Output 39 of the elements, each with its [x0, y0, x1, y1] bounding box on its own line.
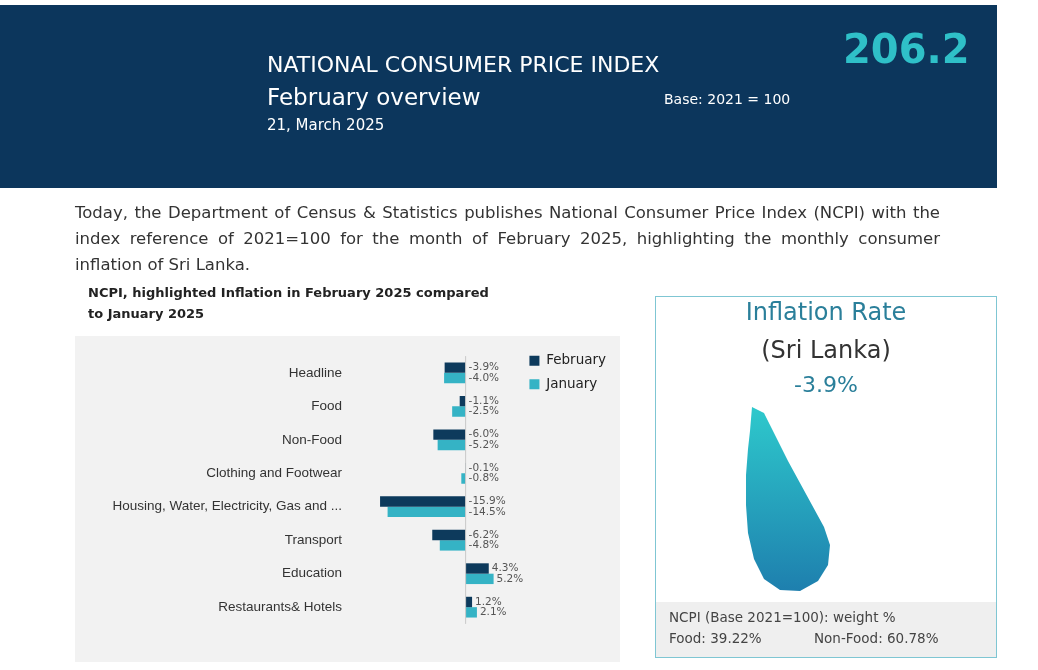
chart-title: NATIONAL CONSUMER PRICE INDEX: [267, 52, 660, 77]
y-tick-label: Restaurants& Hotels: [218, 598, 343, 614]
text: Today, the Department of Census & Statistics publishes National Consumer Price Index (NCPI) with the index reference of 2021=100 for the month of February 2025, highlighting the monthly consumer inflation of Sri Lanka.: [75, 202, 940, 276]
chart-subtitle: February overview: [267, 84, 481, 110]
data-label: -4.8%: [468, 538, 500, 551]
data-label: -1.1%: [468, 393, 500, 406]
text: -3.9%: [793, 372, 859, 397]
data-label: -15.9%: [468, 494, 506, 507]
text: Non-Food: 60.78%: [814, 630, 939, 646]
data-label: -0.8%: [468, 471, 500, 484]
y-tick-label: Housing, Water, Electricity, Gas and ...: [112, 498, 342, 514]
text: NCPI (Base 2021=100): weight %: [669, 609, 896, 625]
text: Inflation Rate: [744, 298, 908, 326]
data-label: -2.5%: [468, 404, 500, 417]
data-label: 4.3%: [491, 561, 519, 574]
y-tick-label: Food: [311, 398, 342, 414]
data-label: -5.2%: [468, 437, 500, 450]
data-label: 5.2%: [496, 571, 524, 584]
data-label: 2.1%: [479, 605, 507, 618]
y-tick-label: Non-Food: [281, 431, 342, 447]
text: Base: 2021 = 100: [664, 91, 791, 107]
legend-label: February: [546, 351, 607, 368]
y-tick-label: Clothing and Footwear: [206, 464, 343, 480]
y-tick-label: Headline: [288, 364, 342, 380]
legend-label: January: [545, 374, 598, 391]
data-label: 1.2%: [475, 594, 502, 607]
y-tick-label: Transport: [284, 531, 343, 547]
data-label: -4.0%: [468, 370, 500, 383]
data-label: -6.0%: [468, 427, 500, 440]
y-tick-label: Education: [281, 565, 342, 581]
text: 21, March 2025: [267, 116, 385, 134]
text: 206.2: [843, 26, 970, 72]
data-label: -14.5%: [468, 504, 506, 517]
text: (Sri Lanka): [760, 336, 892, 364]
data-label: -3.9%: [468, 360, 500, 373]
data-label: -6.2%: [468, 527, 500, 540]
data-label: -0.1%: [468, 460, 500, 473]
text: NCPI, highlighted Inflation in February 2025 compared to January 2025: [88, 284, 490, 323]
text: Food: 39.22%: [669, 630, 762, 646]
